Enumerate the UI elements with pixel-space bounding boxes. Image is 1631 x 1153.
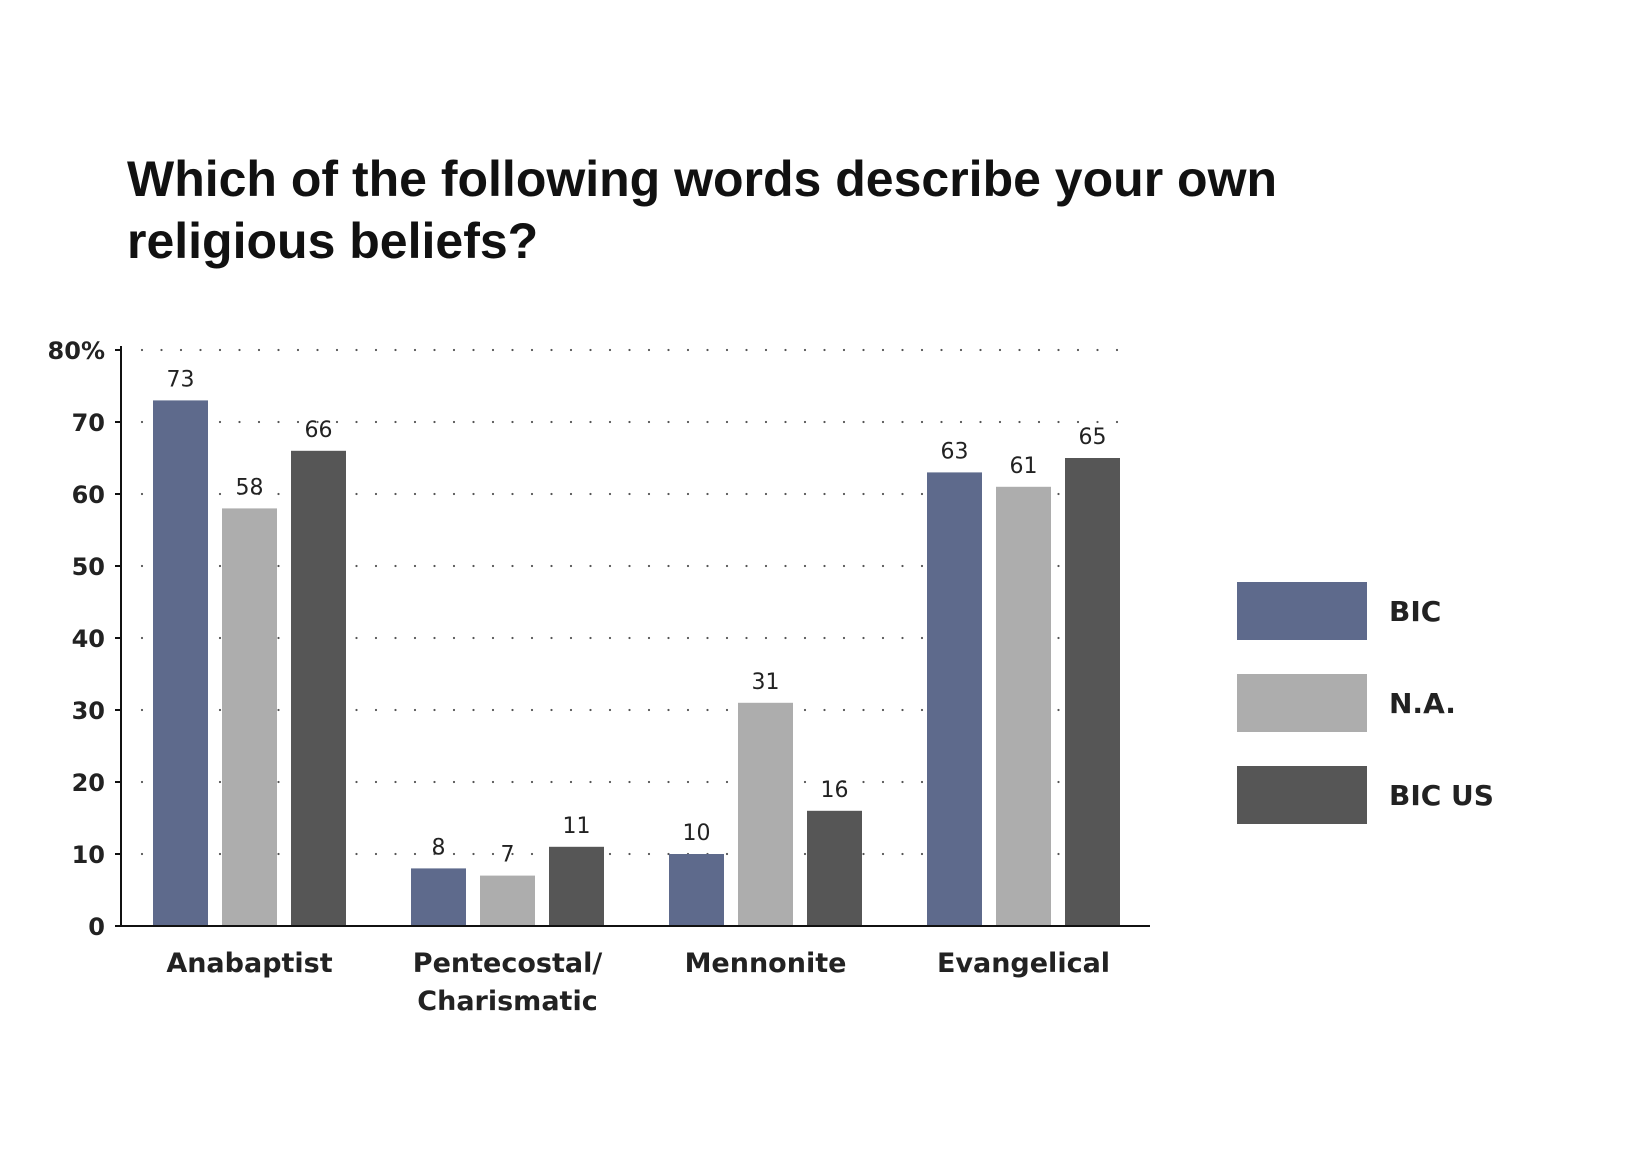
bar-0-2 [291,450,346,926]
y-tick-label-70: 70 [72,409,105,437]
bar-3-0 [927,472,982,926]
data-label-3-1: 61 [1010,454,1038,479]
bar-0-0 [153,400,208,926]
data-label-2-0: 10 [683,821,711,846]
y-tick-label-50: 50 [72,553,105,581]
axes [115,346,1150,927]
data-label-1-1: 7 [501,843,515,868]
bars [153,400,1120,926]
y-tick-labels: 0 10 20 30 40 50 60 70 80% [48,337,105,941]
y-tick-label-10: 10 [72,841,105,869]
legend-swatch-1 [1237,674,1367,732]
data-label-1-2: 11 [563,814,591,839]
data-label-1-0: 8 [432,835,446,860]
data-label-3-0: 63 [941,439,969,464]
bar-0-1 [222,508,277,926]
y-tick-label-60: 60 [72,481,105,509]
data-label-0-1: 58 [236,475,264,500]
bar-2-0 [669,854,724,926]
legend-label-1: N.A. [1389,687,1456,720]
bar-3-1 [996,486,1051,926]
data-label-2-2: 16 [821,778,849,803]
category-label-1-1: Charismatic [417,986,597,1017]
bar-2-1 [738,702,793,926]
legend-swatch-2 [1237,766,1367,824]
legend-label-0: BIC [1389,595,1441,628]
bar-1-1 [480,875,535,926]
bar-1-2 [549,846,604,926]
gridlines [140,348,1137,856]
y-tick-label-30: 30 [72,697,105,725]
category-label-3-0: Evangelical [937,948,1110,979]
y-tick-label-80: 80% [48,337,105,365]
bar-2-2 [807,810,862,926]
category-label-2-0: Mennonite [685,948,847,979]
y-tick-label-0: 0 [88,913,105,941]
legend: BIC N.A. BIC US [1237,582,1494,824]
bar-3-2 [1065,458,1120,926]
category-label-1-0: Pentecostal/ [413,948,603,979]
data-label-0-0: 73 [167,367,195,392]
data-label-0-2: 66 [305,418,333,443]
y-tick-label-20: 20 [72,769,105,797]
category-label-0-0: Anabaptist [166,948,332,979]
chart-title-line-1: Which of the following words describe yo… [127,151,1277,207]
y-tick-label-40: 40 [72,625,105,653]
legend-label-2: BIC US [1389,779,1494,812]
data-label-3-2: 65 [1079,425,1107,450]
chart-title-line-2: religious beliefs? [127,213,538,269]
data-labels: 73 58 66 8 7 11 10 31 16 63 61 65 [167,367,1107,867]
legend-swatch-0 [1237,582,1367,640]
data-label-2-1: 31 [752,670,780,695]
bar-1-0 [411,868,466,926]
category-labels: Anabaptist Pentecostal/Charismatic Mennoni… [166,948,1110,1017]
